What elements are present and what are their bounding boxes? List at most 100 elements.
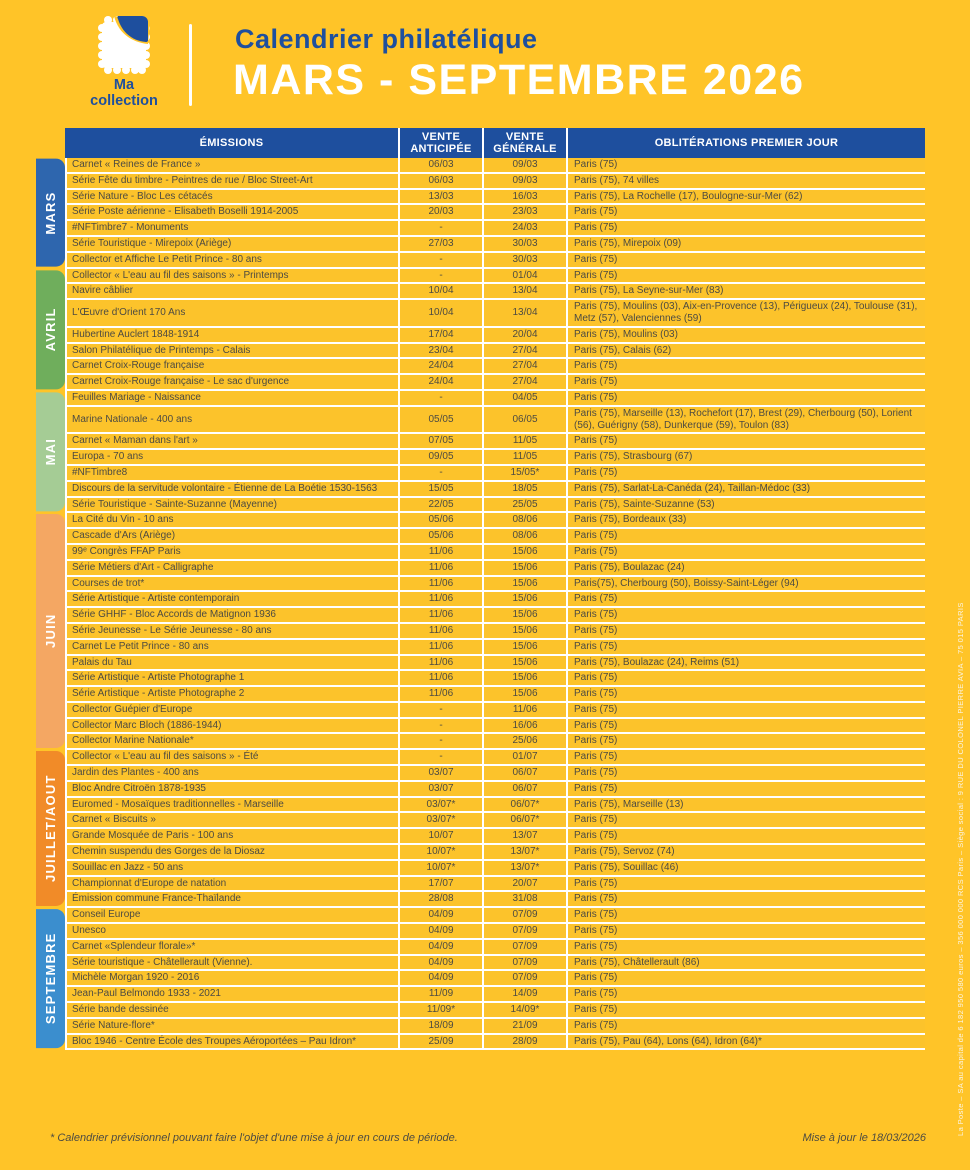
obliterations-cell: Paris (75)	[574, 751, 618, 763]
vente-anticipee-cell: 04/09	[400, 955, 484, 970]
vente-anticipee-cell: -	[400, 734, 484, 749]
page-header: Ma collection Calendrier philatélique MA…	[0, 0, 970, 126]
emission-cell: Série Artistique - Artiste contemporain	[67, 592, 400, 607]
vente-generale-cell: 14/09*	[484, 1003, 568, 1017]
vente-generale-cell: 07/09	[484, 908, 568, 923]
obliterations-cell: Paris (75)	[574, 972, 618, 984]
emission-cell: Michèle Morgan 1920 - 2016	[67, 971, 400, 986]
obliterations-cell: Paris (75)	[574, 988, 618, 1000]
table-row: Courses de trot* 11/06 15/06 Paris(75), Che…	[67, 576, 925, 593]
obliterations-cell: Paris (75)	[574, 593, 618, 605]
emission-cell: Navire câblier	[67, 284, 400, 299]
table-row: Cascade d'Ars (Ariège) 05/06 08/06 Paris (7…	[67, 529, 925, 545]
ma-collection-logo: Ma collection	[78, 16, 170, 109]
vente-anticipee-cell: 28/08	[400, 892, 484, 907]
table-row: Collector et Affiche Le Petit Prince - 8…	[67, 252, 925, 269]
month-tab-juin: JUIN	[36, 514, 65, 749]
table-row: Série GHHF - Bloc Accords de Matignon 19…	[67, 608, 925, 624]
vente-generale-cell: 15/06	[484, 687, 568, 701]
emission-cell: Série GHHF - Bloc Accords de Matignon 19…	[67, 608, 400, 622]
table-row: Collector Marc Bloch (1886-1944) -16/06 Pa…	[67, 718, 925, 735]
vente-generale-cell: 21/09	[484, 1018, 568, 1033]
emission-cell: Collector « L'eau au fil des saisons » -…	[67, 268, 400, 283]
vente-generale-cell: 06/07*	[484, 813, 568, 828]
emission-cell: Jardin des Plantes - 400 ans	[67, 766, 400, 780]
table-row: Carnet Croix-Rouge française - Le sac d'…	[67, 375, 925, 391]
table-row: Série bande dessinée 11/09* 14/09* Paris (7…	[67, 1003, 925, 1019]
column-header-emissions: ÉMISSIONS	[65, 128, 400, 158]
emission-cell: Souillac en Jazz - 50 ans	[67, 860, 400, 875]
column-header-vente-generale: VENTE GÉNÉRALE	[484, 128, 568, 158]
emission-cell: Grande Mosquée de Paris - 100 ans	[67, 829, 400, 844]
month-group-avril: AVRIL Collector « L'eau au fil des saison…	[36, 268, 925, 391]
vente-anticipee-cell: 10/04	[400, 300, 484, 326]
month-rows-mars: Carnet « Reines de France » 06/03 09/03 Par…	[65, 158, 925, 269]
vente-generale-cell: 15/06	[484, 544, 568, 559]
obliterations-cell: Paris (75)	[574, 814, 618, 826]
table-row: Série Jeunesse - Le Série Jeunesse - 80 …	[67, 623, 925, 640]
obliterations-cell: Paris (75), 74 villes	[574, 174, 660, 186]
vente-anticipee-cell: 11/06	[400, 639, 484, 654]
obliterations-cell: Paris (75)	[574, 1004, 618, 1016]
vente-generale-cell: 06/05	[484, 406, 568, 433]
obliterations-cell: Paris (75)	[574, 609, 618, 621]
obliterations-cell: Paris (75)	[574, 672, 618, 684]
obliterations-cell: Paris (75)	[574, 735, 618, 747]
emission-cell: 99ᵉ Congrès FFAP Paris	[67, 544, 400, 559]
vente-generale-cell: 07/09	[484, 939, 568, 954]
emission-cell: Jean-Paul Belmondo 1933 - 2021	[67, 987, 400, 1002]
obliterations-cell: Paris (75)	[574, 222, 618, 234]
table-row: Carnet « Biscuits » 03/07* 06/07* Paris (75…	[67, 813, 925, 830]
obliterations-cell: Paris (75)	[574, 877, 618, 889]
obliterations-cell: Paris (75)	[574, 1019, 618, 1031]
table-row: Collector Marine Nationale* -25/06 Paris (…	[67, 734, 925, 751]
vente-anticipee-cell: 17/04	[400, 327, 484, 342]
vente-generale-cell: 31/08	[484, 892, 568, 907]
emission-cell: Série Artistique - Artiste Photographe 2	[67, 687, 400, 701]
obliterations-cell: Paris (75)	[574, 940, 618, 952]
table-row: Collector « L'eau au fil des saisons » -…	[67, 750, 925, 767]
emission-cell: Série Touristique - Sainte-Suzanne (Maye…	[67, 497, 400, 512]
vente-anticipee-cell: -	[400, 718, 484, 733]
table-row: Jean-Paul Belmondo 1933 - 2021 11/09 14/09…	[67, 987, 925, 1004]
month-group-septembre: SEPTEMBRE Conseil Europe 04/09 07/09 Paris (…	[36, 908, 925, 1051]
month-tab-septembre: SEPTEMBRE	[36, 909, 65, 1049]
vente-anticipee-cell: 05/06	[400, 513, 484, 528]
emission-cell: Série Jeunesse - Le Série Jeunesse - 80 …	[67, 623, 400, 638]
table-row: Navire câblier 10/04 13/04 Paris (75), La S…	[67, 284, 925, 301]
vente-generale-cell: 16/03	[484, 189, 568, 204]
vente-generale-cell: 18/05	[484, 481, 568, 496]
obliterations-cell: Paris (75), Servoz (74)	[574, 846, 675, 858]
emission-cell: Collector Marc Bloch (1886-1944)	[67, 718, 400, 733]
vente-generale-cell: 07/09	[484, 924, 568, 938]
brand-text: Ma collection	[78, 77, 170, 109]
vente-anticipee-cell: 17/07	[400, 876, 484, 891]
emission-cell: Chemin suspendu des Gorges de la Diosaz	[67, 845, 400, 859]
table-row: Chemin suspendu des Gorges de la Diosaz 1…	[67, 845, 925, 861]
vente-anticipee-cell: 04/09	[400, 924, 484, 938]
emission-cell: Salon Philatélique de Printemps - Calais	[67, 343, 400, 358]
obliterations-cell: Paris (75), Marseille (13)	[574, 798, 684, 810]
vente-generale-cell: 06/07	[484, 781, 568, 796]
table-row: Carnet Le Petit Prince - 80 ans 11/06 15/0…	[67, 639, 925, 656]
vente-generale-cell: 16/06	[484, 718, 568, 733]
vente-generale-cell: 15/06	[484, 608, 568, 622]
month-tab-mars: MARS	[36, 159, 65, 267]
vente-generale-cell: 23/03	[484, 205, 568, 220]
obliterations-cell: Paris (75)	[574, 545, 618, 557]
table-body: MARS Carnet « Reines de France » 06/03 09/0…	[36, 158, 925, 1051]
vente-anticipee-cell: 11/06	[400, 623, 484, 638]
vente-generale-cell: 27/04	[484, 343, 568, 358]
month-group-juin: JUIN La Cité du Vin - 10 ans 05/06 08/06 Par…	[36, 513, 925, 751]
brand-line2: collection	[90, 92, 158, 109]
obliterations-cell: Paris (75), Moulins (03)	[574, 328, 678, 340]
table-row: Série Métiers d'Art - Calligraphe 11/06 15…	[67, 560, 925, 577]
emission-cell: #NFTimbre8	[67, 465, 400, 480]
table-row: Salon Philatélique de Printemps - Calais…	[67, 343, 925, 360]
obliterations-cell: Paris (75), Sainte-Suzanne (53)	[574, 498, 715, 510]
stamp-icon	[78, 16, 170, 74]
table-row: Europa - 70 ans 09/05 11/05 Paris (75), Str…	[67, 450, 925, 466]
calendar-table: ÉMISSIONS VENTE ANTICIPÉE VENTE GÉNÉRALE…	[36, 128, 925, 1051]
emission-cell: Collector et Affiche Le Petit Prince - 8…	[67, 252, 400, 267]
obliterations-cell: Paris (75)	[574, 159, 618, 170]
